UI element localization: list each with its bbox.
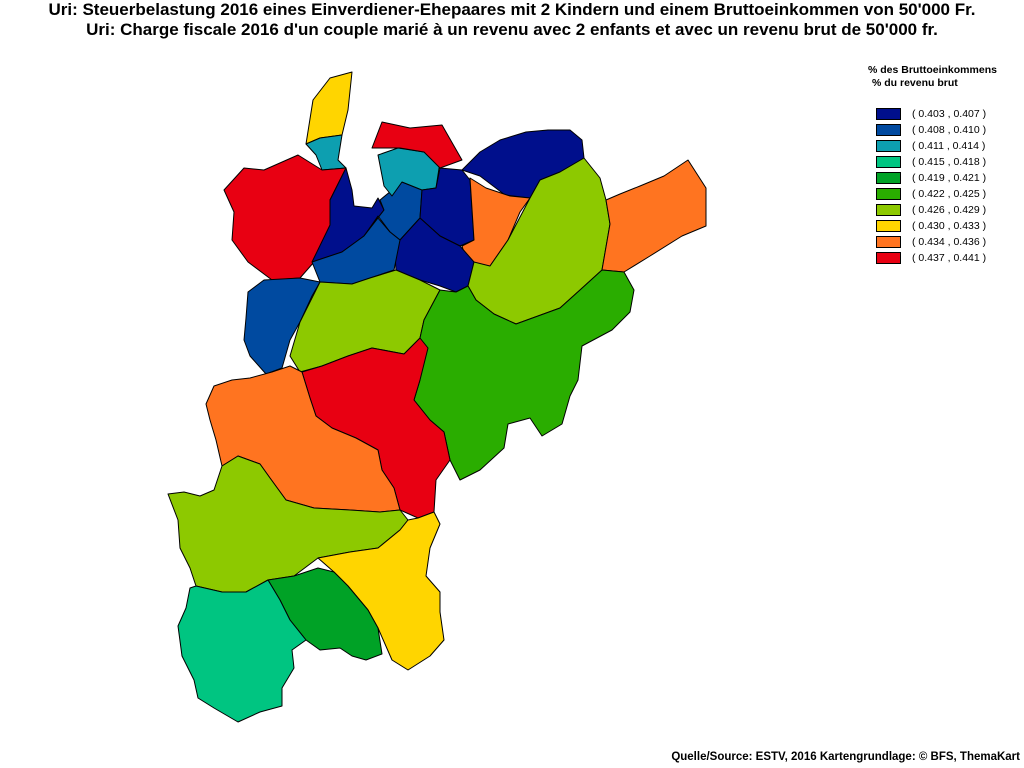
legend-swatch [876, 252, 901, 264]
municipality-north-strip[interactable] [305, 71, 353, 145]
legend-item: ( 0.422 , 0.425 ) [868, 186, 997, 202]
legend-label: ( 0.411 , 0.414 ) [912, 140, 986, 152]
legend-label: ( 0.437 , 0.441 ) [912, 252, 987, 264]
legend-heading-french: % du revenu brut [872, 77, 958, 89]
legend-swatch [876, 220, 901, 232]
municipality-north-teal[interactable] [305, 134, 347, 171]
legend-item: ( 0.411 , 0.414 ) [868, 138, 997, 154]
legend-label: ( 0.434 , 0.436 ) [912, 236, 987, 248]
municipality-south-mint[interactable] [177, 579, 307, 723]
legend-swatch [876, 204, 901, 216]
source-note: Quelle/Source: ESTV, 2016 Kartengrundlag… [671, 751, 1020, 763]
legend-label: ( 0.422 , 0.425 ) [912, 188, 987, 200]
legend-swatch [876, 140, 901, 152]
legend-item: ( 0.419 , 0.421 ) [868, 170, 997, 186]
legend: % des Bruttoeinkommens % du revenu brut … [868, 64, 997, 266]
legend-label: ( 0.419 , 0.421 ) [912, 172, 987, 184]
municipality-north-red[interactable] [371, 121, 463, 169]
legend-swatch [876, 172, 901, 184]
legend-item: ( 0.430 , 0.433 ) [868, 218, 997, 234]
legend-item: ( 0.434 , 0.436 ) [868, 234, 997, 250]
legend-item: ( 0.415 , 0.418 ) [868, 154, 997, 170]
legend-swatch [876, 188, 901, 200]
legend-items: ( 0.403 , 0.407 ) ( 0.408 , 0.410 ) ( 0.… [868, 106, 997, 266]
map-title-french: Uri: Charge fiscale 2016 d'un couple mar… [86, 20, 938, 39]
municipality-west-blue[interactable] [243, 277, 321, 375]
map-title-german: Uri: Steuerbelastung 2016 eines Einverdi… [48, 0, 976, 19]
legend-label: ( 0.415 , 0.418 ) [912, 156, 987, 168]
legend-item: ( 0.437 , 0.441 ) [868, 250, 997, 266]
legend-item: ( 0.426 , 0.429 ) [868, 202, 997, 218]
legend-swatch [876, 108, 901, 120]
municipality-east-orange[interactable] [601, 159, 707, 273]
legend-swatch [876, 236, 901, 248]
legend-swatch [876, 124, 901, 136]
legend-label: ( 0.408 , 0.410 ) [912, 124, 987, 136]
legend-label: ( 0.426 , 0.429 ) [912, 204, 987, 216]
legend-item: ( 0.408 , 0.410 ) [868, 122, 997, 138]
legend-item: ( 0.403 , 0.407 ) [868, 106, 997, 122]
legend-label: ( 0.430 , 0.433 ) [912, 220, 987, 232]
legend-label: ( 0.403 , 0.407 ) [912, 108, 987, 120]
legend-swatch [876, 156, 901, 168]
legend-heading-german: % des Bruttoeinkommens [868, 64, 997, 76]
